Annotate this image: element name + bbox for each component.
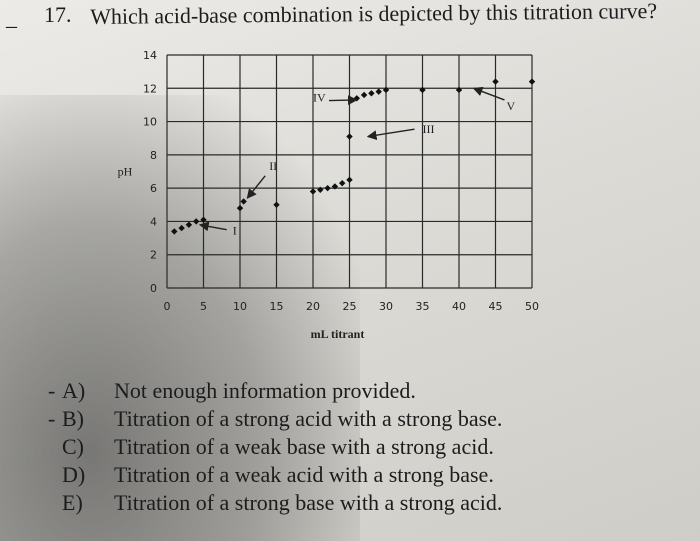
answer-d-letter: D) [62,462,86,487]
annotation-label: V [506,99,515,113]
x-tick-label: 45 [489,300,503,313]
data-point [200,216,207,223]
data-point [419,86,426,94]
y-tick-label: 14 [143,49,157,62]
answer-b-mark: - [48,406,56,431]
answer-b-letter: B) [62,406,84,431]
answer-a-mark: - [48,378,56,403]
annotation-arrow [198,221,227,232]
annotation-label: IV [313,91,326,105]
x-tick-label: 20 [306,300,320,313]
answer-c-text: Titration of a weak base with a strong a… [114,434,494,459]
data-point [273,201,280,208]
data-point [178,224,185,232]
data-point [455,86,463,94]
y-tick-label: 8 [150,149,157,162]
x-tick-label: 25 [343,300,357,313]
x-axis-label: mL titrant [311,327,365,341]
y-tick-label: 0 [150,282,157,295]
data-point [171,228,178,235]
question-left-mark: _ [6,5,17,30]
x-tick-label: 50 [525,300,539,313]
data-point [375,88,382,95]
annotation-label: I [233,224,237,238]
y-axis-label: pH [118,165,133,179]
data-point [185,221,193,228]
x-tick-label: 35 [416,300,430,313]
y-tick-label: 10 [143,116,157,129]
data-point [324,184,331,192]
data-point [240,198,247,205]
data-point [346,133,353,140]
y-tick-label: 2 [150,249,157,262]
x-tick-label: 15 [270,300,284,313]
x-tick-label: 30 [379,300,393,313]
data-point [360,91,368,99]
data-point [193,218,200,225]
data-point [368,90,375,97]
y-tick-label: 4 [150,215,157,228]
data-point [382,86,390,94]
data-point [346,176,353,184]
data-point [236,204,244,212]
annotation-arrow [246,175,266,199]
annotation-label: II [269,159,277,173]
answer-e-text: Titration of a strong base with a strong… [114,490,503,515]
data-point [528,78,536,85]
data-point [317,186,324,194]
x-tick-label: 10 [233,300,247,313]
data-point [492,78,499,85]
question-number: 17. [44,2,72,27]
data-point [309,188,317,195]
x-tick-label: 40 [452,300,466,313]
answer-a-text: Not enough information provided. [114,378,416,403]
answer-c-letter: C) [62,434,84,459]
annotation-arrow [328,95,358,106]
answer-e-letter: E) [62,490,83,515]
x-tick-label: 0 [164,300,171,313]
x-tick-label: 5 [200,300,207,313]
answer-a-letter: A) [62,378,86,403]
y-tick-label: 6 [150,182,157,195]
annotation-label: III [423,122,435,136]
data-point [339,179,346,187]
annotation-arrow [472,86,505,101]
data-point [331,183,339,190]
y-tick-label: 12 [143,82,157,95]
answer-d-text: Titration of a weak acid with a strong b… [114,462,494,487]
annotation-arrow [366,128,415,141]
answer-b-text: Titration of a strong acid with a strong… [114,406,503,431]
